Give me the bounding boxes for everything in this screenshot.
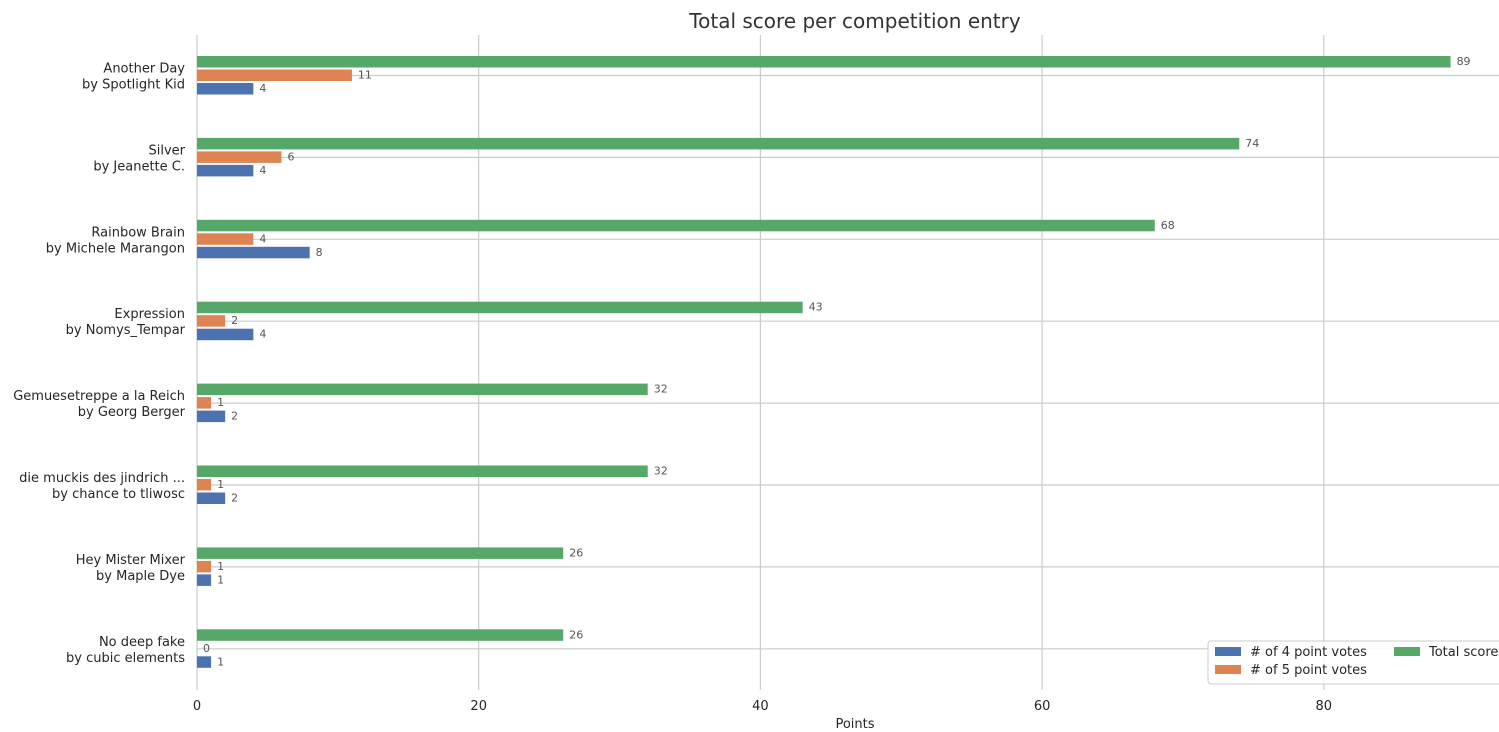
bar-value-label: 68 — [1161, 219, 1175, 232]
bar-value-label: 32 — [654, 465, 668, 478]
bar-value-label: 4 — [259, 164, 266, 177]
bar-value-label: 2 — [231, 492, 238, 505]
category-label-line1: No deep fake — [99, 635, 185, 650]
bar-1-1 — [197, 151, 282, 163]
category-label-line2: by chance to tliwosc — [52, 487, 185, 502]
legend-label: # of 4 point votes — [1250, 645, 1367, 660]
legend-swatch — [1394, 647, 1420, 656]
bar-2-0 — [197, 56, 1451, 68]
x-tick-label: 0 — [193, 699, 201, 714]
x-tick-label: 40 — [752, 699, 769, 714]
bar-value-label: 11 — [358, 69, 372, 82]
category-label-line1: Expression — [114, 307, 185, 322]
bar-value-label: 2 — [231, 314, 238, 327]
legend-box — [1207, 640, 1499, 685]
bar-2-3 — [197, 301, 803, 314]
bar-value-label: 1 — [217, 573, 224, 586]
category-label-line2: by cubic elements — [66, 651, 185, 666]
bar-0-3 — [197, 328, 254, 341]
x-tick-label: 60 — [1034, 699, 1051, 714]
bar-2-1 — [197, 137, 1240, 150]
bar-value-label: 32 — [654, 383, 668, 396]
chart-title: Total score per competition entry — [688, 9, 1021, 33]
bar-2-5 — [197, 465, 648, 477]
x-tick-label: 20 — [470, 699, 487, 714]
bar-value-label: 26 — [569, 546, 583, 559]
category-label-line1: Another Day — [103, 62, 185, 77]
legend-swatch — [1215, 665, 1241, 674]
bar-1-4 — [197, 397, 212, 409]
bar-0-0 — [197, 83, 254, 95]
category-label-line1: die muckis des jindrich ... — [19, 471, 185, 486]
bar-value-label: 74 — [1245, 137, 1259, 150]
bar-2-7 — [197, 629, 564, 641]
category-label-line1: Rainbow Brain — [91, 225, 185, 240]
bar-value-label: 43 — [809, 301, 823, 314]
category-label-line2: by Georg Berger — [78, 405, 186, 420]
bar-0-4 — [197, 410, 226, 423]
bar-value-label: 4 — [259, 328, 266, 341]
bar-1-0 — [197, 69, 352, 81]
bar-2-6 — [197, 547, 564, 559]
bar-value-label: 8 — [316, 246, 323, 259]
legend: # of 4 point votes # of 5 point votes Tota… — [1207, 640, 1499, 685]
x-tick-label: 80 — [1316, 699, 1333, 714]
bar-0-5 — [197, 492, 226, 504]
bar-value-label: 4 — [259, 82, 266, 95]
bar-0-2 — [197, 246, 310, 259]
bar-2-2 — [197, 219, 1155, 232]
bar-value-label: 4 — [259, 232, 266, 245]
category-label-line1: Silver — [148, 143, 185, 158]
category-label-line2: by Spotlight Kid — [82, 78, 185, 93]
bar-0-7 — [197, 656, 212, 668]
category-label-line2: by Maple Dye — [96, 569, 185, 584]
category-label-line1: Hey Mister Mixer — [76, 553, 186, 568]
bar-1-6 — [197, 560, 212, 573]
bar-1-5 — [197, 479, 212, 491]
legend-label: # of 5 point votes — [1250, 663, 1367, 678]
bar-value-label: 0 — [203, 642, 210, 655]
bar-value-label: 89 — [1457, 55, 1471, 68]
bar-value-label: 2 — [231, 410, 238, 423]
x-axis-label: Points — [835, 717, 874, 732]
bar-value-label: 1 — [217, 655, 224, 668]
category-label-line2: by Jeanette C. — [93, 159, 185, 174]
bar-2-4 — [197, 383, 648, 396]
x-ticks: 0 20 40 60 80 — [193, 699, 1332, 714]
bar-1-2 — [197, 233, 254, 245]
legend-label: Total score — [1428, 645, 1498, 660]
bar-value-label: 26 — [569, 628, 583, 641]
grid — [196, 35, 1499, 690]
category-label-line2: by Nomys_Tempar — [66, 323, 186, 338]
category-label-line2: by Michele Marangon — [46, 241, 185, 256]
legend-swatch — [1215, 647, 1241, 656]
bar-value-label: 1 — [217, 560, 224, 573]
bar-1-3 — [197, 315, 226, 327]
category-label-line1: Gemuesetreppe a la Reich — [13, 389, 185, 404]
bar-value-label: 1 — [217, 396, 224, 409]
bar-value-label: 6 — [288, 150, 295, 163]
bar-0-6 — [197, 574, 212, 586]
bar-0-1 — [197, 164, 254, 177]
bar-value-label: 1 — [217, 478, 224, 491]
